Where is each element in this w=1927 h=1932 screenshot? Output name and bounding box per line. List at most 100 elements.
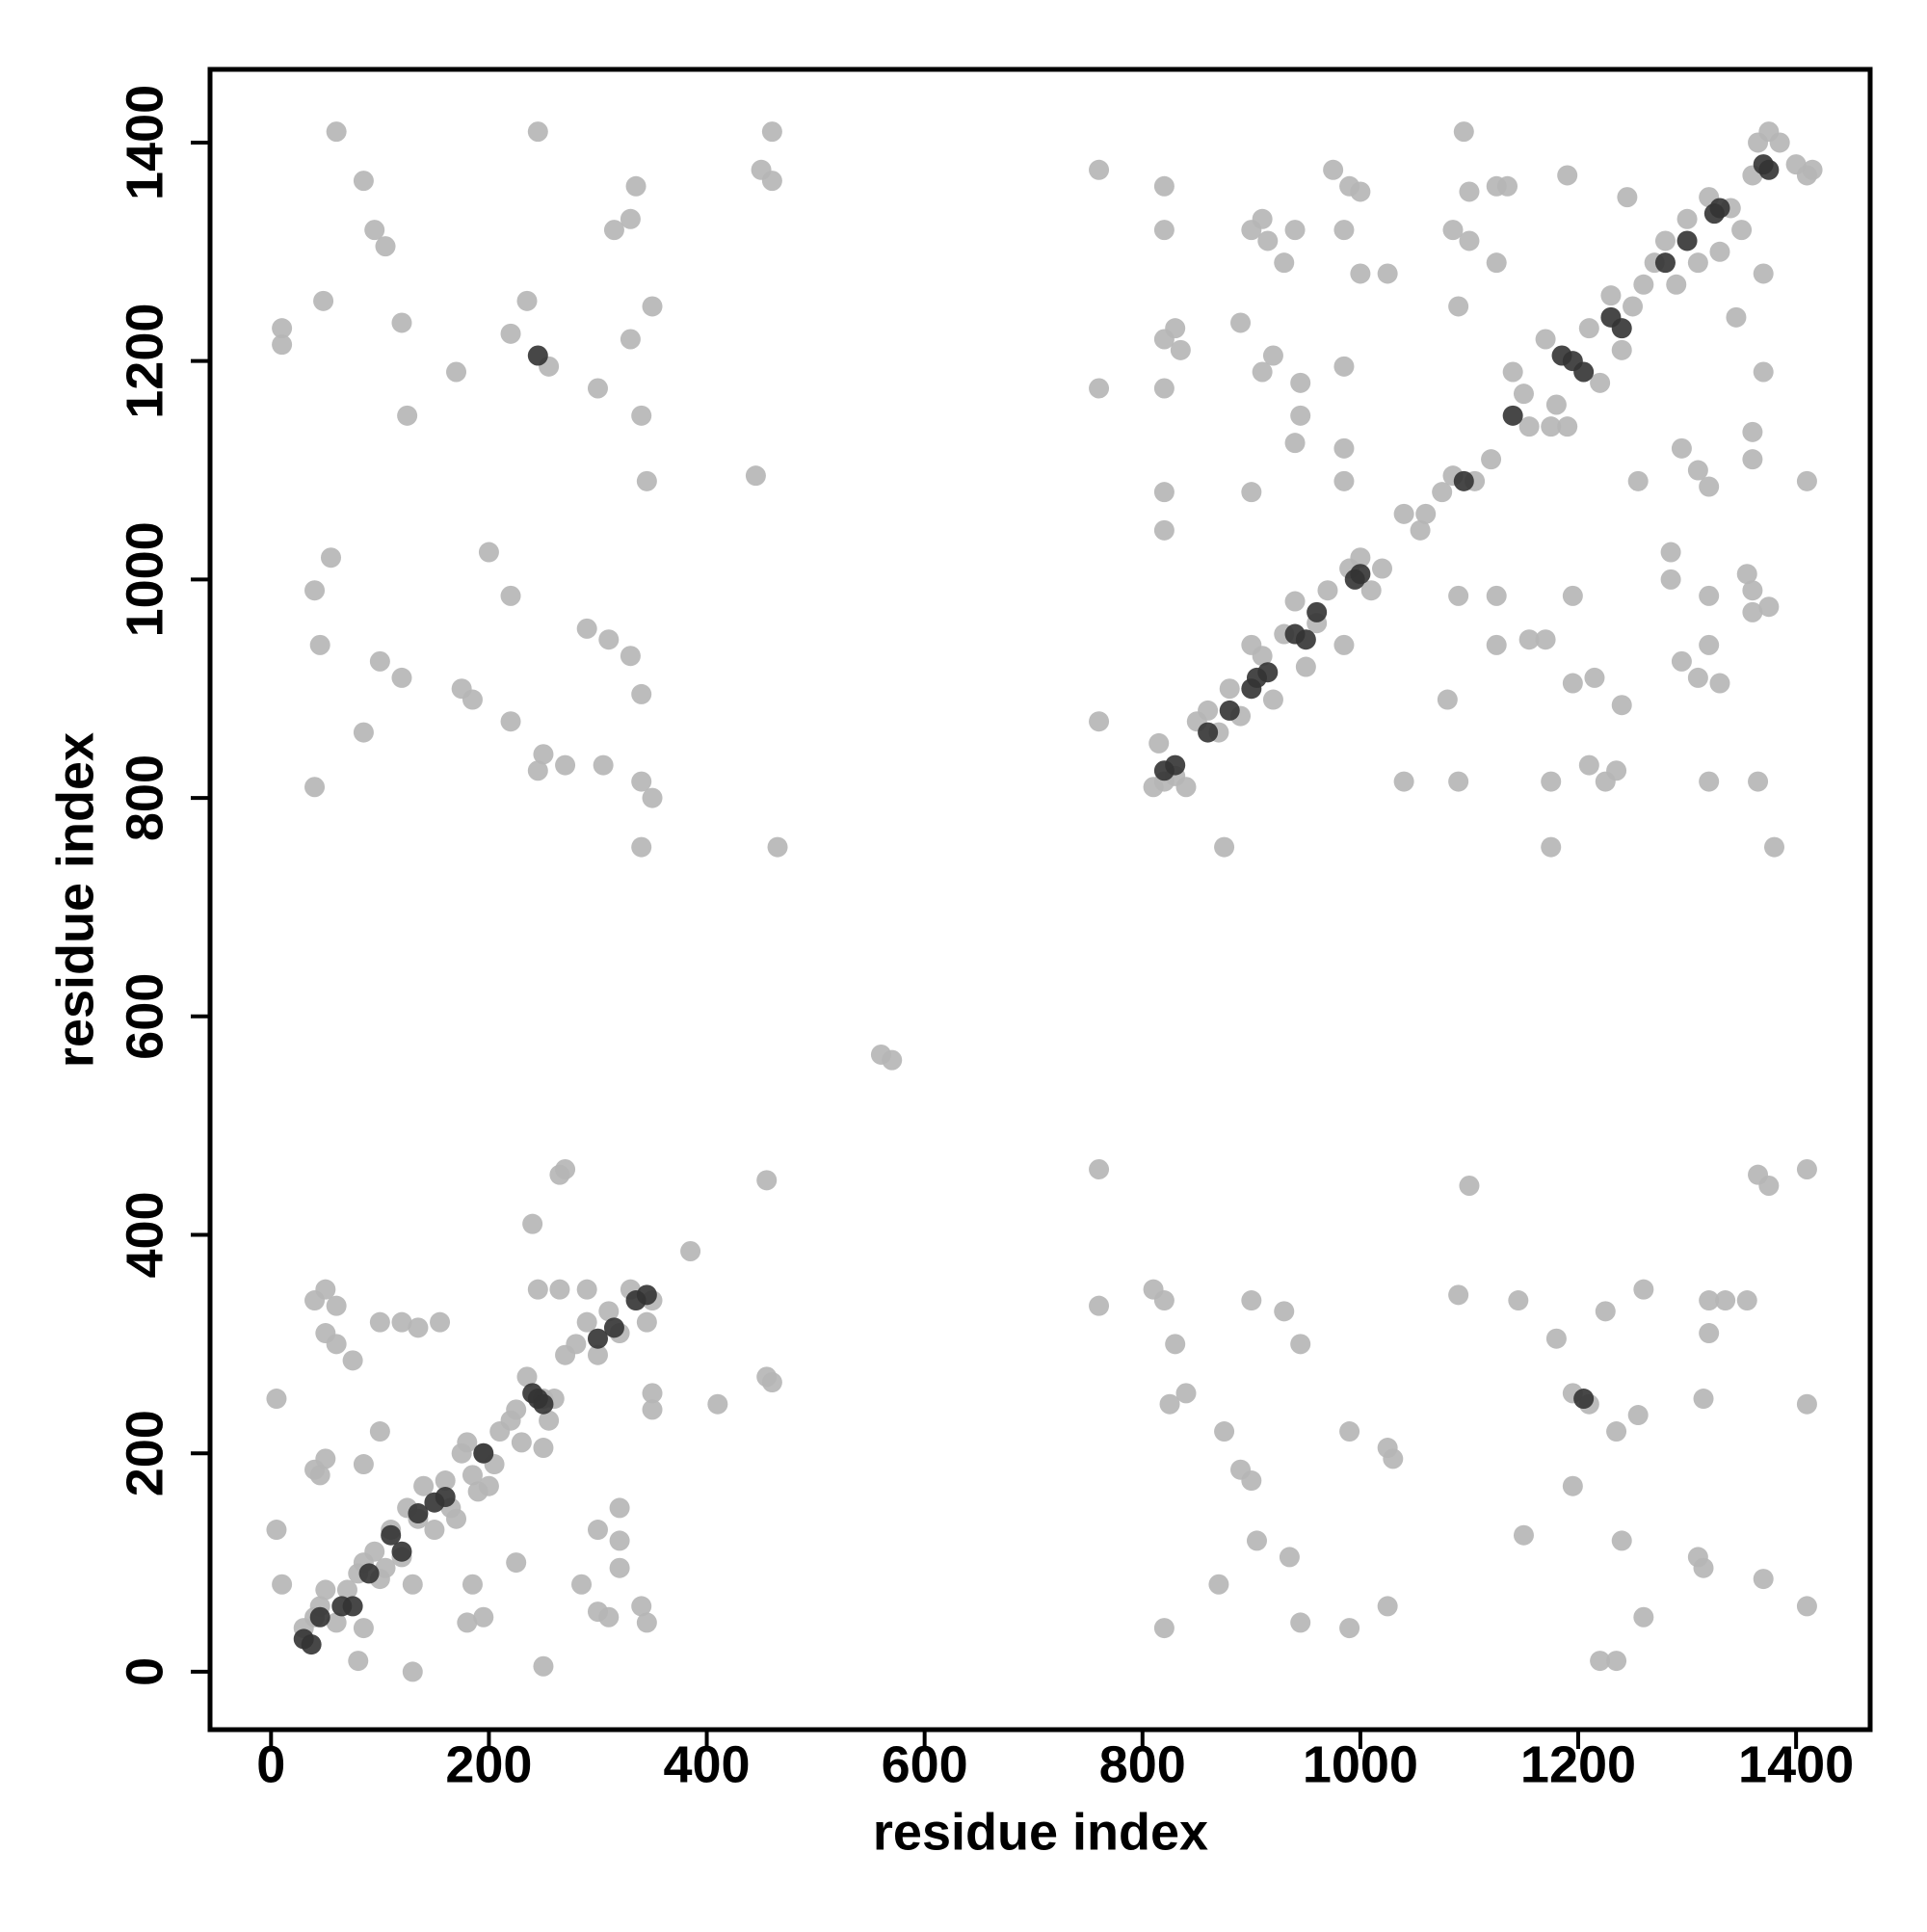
point xyxy=(527,760,548,781)
point xyxy=(1437,689,1458,710)
y-tick-label: 1400 xyxy=(116,85,173,200)
point xyxy=(1333,470,1355,491)
point xyxy=(1742,449,1763,470)
point xyxy=(1578,318,1599,339)
point xyxy=(1284,220,1306,241)
point xyxy=(1742,580,1763,601)
point xyxy=(1252,208,1273,229)
point xyxy=(1513,1524,1534,1546)
point xyxy=(1246,1530,1267,1551)
point xyxy=(533,1655,554,1677)
point xyxy=(1742,421,1763,442)
point xyxy=(1333,634,1355,655)
point xyxy=(1153,378,1175,399)
point xyxy=(1350,263,1371,284)
point xyxy=(1448,1284,1469,1306)
point xyxy=(1175,1383,1197,1404)
point xyxy=(1453,470,1474,491)
point xyxy=(642,1399,663,1420)
point xyxy=(1753,361,1774,383)
point xyxy=(1693,1389,1714,1410)
point xyxy=(326,1295,347,1316)
point xyxy=(413,1475,435,1496)
point xyxy=(1279,1547,1300,1568)
point xyxy=(1573,361,1595,383)
point xyxy=(756,1170,778,1191)
point xyxy=(1541,771,1562,792)
point xyxy=(1633,1279,1654,1300)
point xyxy=(642,787,663,808)
point xyxy=(1502,405,1523,426)
point xyxy=(636,1311,657,1333)
point xyxy=(620,329,641,350)
point xyxy=(364,220,385,241)
point xyxy=(1699,1323,1720,1344)
point xyxy=(511,1432,532,1453)
point xyxy=(555,754,576,776)
point xyxy=(1687,460,1708,481)
point xyxy=(1165,1334,1186,1355)
point xyxy=(1562,585,1583,606)
point xyxy=(408,1317,429,1338)
point xyxy=(1448,296,1469,317)
point xyxy=(609,1497,630,1519)
point xyxy=(620,208,641,229)
point xyxy=(304,777,326,798)
point xyxy=(1339,1618,1360,1639)
point xyxy=(315,1579,336,1601)
point xyxy=(576,1311,597,1333)
point xyxy=(375,1557,396,1578)
point xyxy=(1274,252,1295,274)
point xyxy=(1262,345,1283,366)
point xyxy=(587,378,608,399)
point xyxy=(1535,629,1556,650)
point xyxy=(1764,836,1785,858)
point xyxy=(1219,678,1240,700)
point xyxy=(1654,252,1676,274)
point xyxy=(576,618,597,639)
point xyxy=(1623,296,1644,317)
point xyxy=(1627,470,1649,491)
y-tick-label: 1200 xyxy=(116,304,173,419)
point xyxy=(1481,449,1502,470)
point xyxy=(631,683,652,704)
point xyxy=(430,1311,451,1333)
point xyxy=(631,836,652,858)
point xyxy=(598,1301,620,1322)
point xyxy=(457,1432,478,1453)
x-tick-label: 1400 xyxy=(1738,1735,1854,1793)
point xyxy=(571,1574,593,1595)
point xyxy=(1687,667,1708,688)
point xyxy=(1753,263,1774,284)
point xyxy=(1736,1290,1757,1311)
point xyxy=(1290,405,1311,426)
point xyxy=(272,334,293,356)
point xyxy=(402,1574,423,1595)
point xyxy=(1165,754,1186,776)
point xyxy=(1295,656,1316,677)
point xyxy=(1709,241,1730,262)
point xyxy=(272,1574,293,1595)
point xyxy=(1350,547,1371,569)
point xyxy=(1486,252,1507,274)
point xyxy=(391,667,412,688)
point xyxy=(1198,722,1219,743)
points xyxy=(266,121,1823,1682)
point xyxy=(1709,673,1730,694)
point xyxy=(457,1612,478,1633)
point xyxy=(642,1383,663,1404)
point xyxy=(1753,1569,1774,1590)
point xyxy=(1671,650,1692,672)
point xyxy=(1660,542,1681,563)
point xyxy=(315,1279,336,1300)
point xyxy=(326,1334,347,1355)
point xyxy=(603,1317,624,1338)
point xyxy=(353,171,374,192)
point xyxy=(1769,132,1790,153)
point xyxy=(1448,771,1469,792)
point xyxy=(533,744,554,765)
point xyxy=(353,722,374,743)
point xyxy=(1290,1334,1311,1355)
x-tick-label: 0 xyxy=(256,1735,285,1793)
point xyxy=(462,1465,483,1486)
